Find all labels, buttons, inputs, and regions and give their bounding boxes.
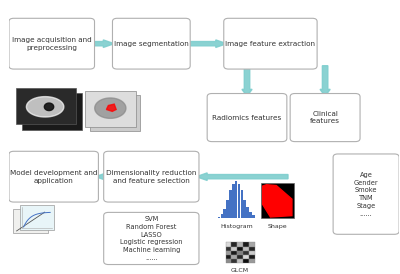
Bar: [226, 255, 231, 259]
Bar: [226, 250, 231, 255]
Bar: [243, 255, 249, 259]
FancyBboxPatch shape: [9, 151, 98, 202]
Bar: [237, 242, 243, 247]
FancyArrow shape: [242, 66, 252, 96]
Bar: [232, 184, 235, 218]
Bar: [231, 250, 237, 255]
Bar: [220, 214, 223, 218]
Bar: [249, 242, 255, 247]
Bar: [226, 199, 229, 218]
Text: Image feature extraction: Image feature extraction: [226, 41, 316, 47]
Text: Image acquisition and
preprocessing: Image acquisition and preprocessing: [12, 37, 92, 51]
Bar: [244, 199, 246, 218]
Bar: [240, 190, 243, 218]
FancyBboxPatch shape: [90, 95, 140, 131]
Bar: [238, 184, 240, 218]
Bar: [237, 250, 243, 255]
Bar: [226, 242, 231, 247]
Bar: [237, 259, 243, 263]
FancyBboxPatch shape: [333, 154, 399, 234]
Text: GLCM: GLCM: [231, 268, 249, 273]
Bar: [218, 217, 220, 218]
Bar: [231, 247, 237, 250]
Bar: [237, 247, 243, 250]
FancyArrow shape: [188, 40, 227, 47]
Bar: [249, 259, 255, 263]
Bar: [20, 206, 54, 230]
Text: Image segmentation: Image segmentation: [114, 41, 189, 47]
Bar: [246, 207, 249, 218]
FancyBboxPatch shape: [9, 18, 94, 69]
Polygon shape: [44, 103, 54, 111]
FancyBboxPatch shape: [104, 212, 199, 264]
FancyArrow shape: [96, 173, 106, 181]
Polygon shape: [106, 104, 116, 112]
FancyBboxPatch shape: [207, 93, 287, 142]
FancyBboxPatch shape: [104, 151, 199, 202]
Bar: [235, 181, 238, 218]
Bar: [243, 247, 249, 250]
Bar: [249, 250, 255, 255]
Bar: [243, 259, 249, 263]
FancyArrow shape: [196, 173, 288, 181]
Text: Histogram: Histogram: [220, 224, 253, 229]
Bar: [231, 255, 237, 259]
Polygon shape: [26, 97, 64, 117]
Text: Clinical
features: Clinical features: [310, 111, 340, 124]
Bar: [249, 255, 255, 259]
Bar: [14, 209, 48, 233]
Polygon shape: [263, 185, 292, 217]
FancyBboxPatch shape: [224, 18, 317, 69]
Text: Dimensionality reduction
and feature selection: Dimensionality reduction and feature sel…: [106, 170, 196, 184]
Bar: [229, 190, 232, 218]
Bar: [224, 209, 226, 218]
FancyArrow shape: [320, 66, 330, 96]
Bar: [243, 250, 249, 255]
Bar: [231, 242, 237, 247]
FancyArrow shape: [93, 40, 114, 47]
Text: Shape: Shape: [268, 224, 287, 229]
Bar: [249, 212, 252, 218]
Text: Age
Gender
Smoke
TNM
Stage
......: Age Gender Smoke TNM Stage ......: [354, 172, 378, 216]
FancyBboxPatch shape: [290, 93, 360, 142]
Bar: [226, 259, 231, 263]
FancyBboxPatch shape: [16, 88, 76, 124]
FancyBboxPatch shape: [85, 91, 136, 127]
Text: Radiomics features: Radiomics features: [212, 115, 282, 121]
Bar: [231, 259, 237, 263]
Bar: [243, 242, 249, 247]
Text: SVM
Random Forest
LASSO
Logistic regression
Machine learning
......: SVM Random Forest LASSO Logistic regress…: [120, 216, 182, 261]
Bar: [249, 247, 255, 250]
FancyBboxPatch shape: [22, 93, 82, 130]
Text: Model development and
application: Model development and application: [10, 170, 98, 184]
Bar: [261, 183, 294, 218]
FancyBboxPatch shape: [112, 18, 190, 69]
Bar: [252, 215, 254, 218]
Bar: [237, 255, 243, 259]
Polygon shape: [95, 98, 126, 118]
Bar: [226, 247, 231, 250]
